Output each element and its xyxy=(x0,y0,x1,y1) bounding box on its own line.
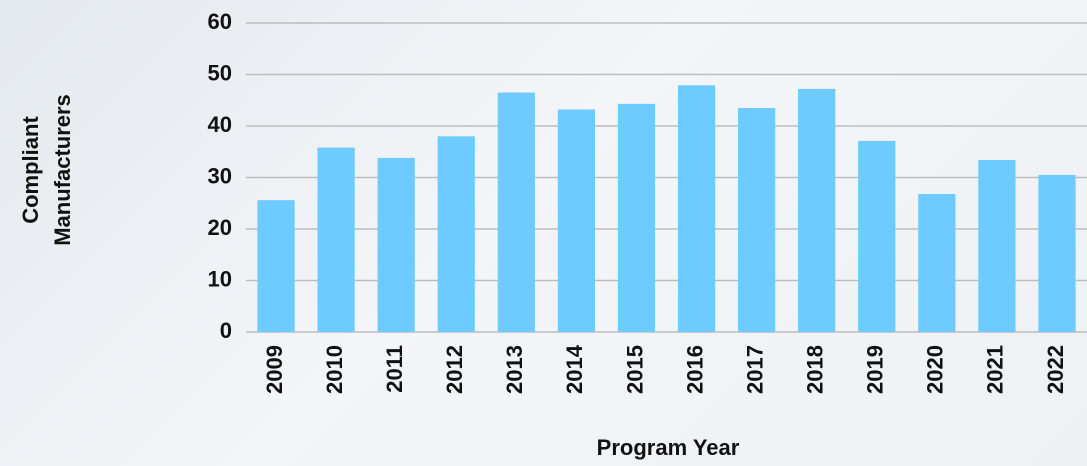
bar xyxy=(858,141,895,332)
x-tick-label: 2009 xyxy=(262,345,287,394)
bar xyxy=(798,89,835,332)
bar xyxy=(678,85,715,332)
y-tick-label: 40 xyxy=(208,112,232,137)
x-tick-label: 2014 xyxy=(562,344,587,394)
bar xyxy=(317,148,354,332)
bar xyxy=(498,93,535,332)
x-axis-title: Program Year xyxy=(597,435,740,460)
x-tick-label: 2021 xyxy=(983,345,1008,394)
bar xyxy=(438,136,475,332)
chart: Program Year Compliant Manufacturers 0 10… xyxy=(0,0,1087,466)
bar xyxy=(738,108,775,332)
y-axis-title: Manufacturers xyxy=(50,94,75,246)
bar xyxy=(558,110,595,332)
x-tick-label: 2015 xyxy=(622,345,647,394)
y-axis-title: Compliant xyxy=(18,116,43,224)
bar xyxy=(918,194,955,332)
y-tick-label: 60 xyxy=(208,9,232,34)
bar xyxy=(1038,175,1075,332)
x-tick-label: 2017 xyxy=(742,345,767,394)
y-tick-label: 0 xyxy=(220,318,232,343)
y-tick-label: 30 xyxy=(208,163,232,188)
x-tick-label: 2012 xyxy=(442,345,467,394)
x-tick-label: 2011 xyxy=(382,345,407,393)
bar xyxy=(978,160,1015,332)
x-tick-label: 2010 xyxy=(322,345,347,394)
x-tick-label: 2016 xyxy=(682,345,707,394)
y-tick-label: 20 xyxy=(208,215,232,240)
x-tick-label: 2020 xyxy=(923,345,948,394)
y-tick-label: 50 xyxy=(208,60,232,85)
y-tick-label: 10 xyxy=(208,266,232,291)
x-tick-label: 2022 xyxy=(1043,345,1068,394)
bar xyxy=(257,200,294,332)
x-tick-label: 2019 xyxy=(863,345,888,394)
x-tick-label: 2013 xyxy=(502,345,527,394)
bar xyxy=(618,104,655,332)
bar xyxy=(378,158,415,332)
x-tick-label: 2018 xyxy=(802,345,827,394)
